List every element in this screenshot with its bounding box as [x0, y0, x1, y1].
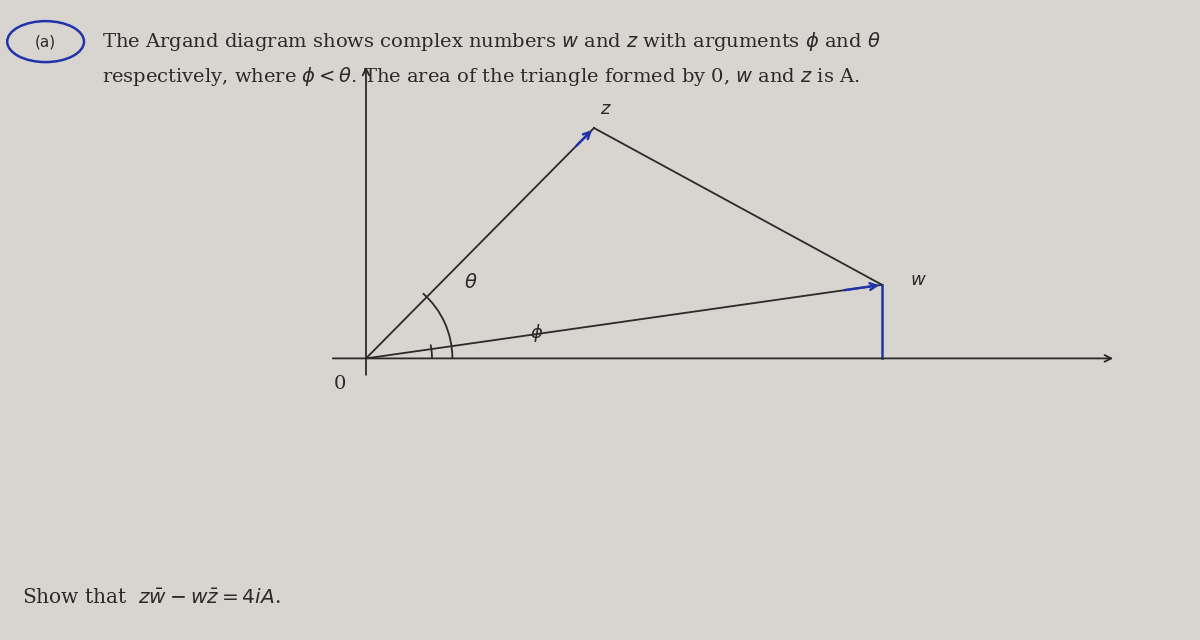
Text: respectively, where $\phi < \theta$. The area of the triangle formed by 0, $w$ a: respectively, where $\phi < \theta$. The…: [102, 65, 860, 88]
Text: Show that  $z\bar{w} - w\bar{z} = 4iA$.: Show that $z\bar{w} - w\bar{z} = 4iA$.: [22, 589, 280, 608]
Text: $z$: $z$: [600, 100, 612, 118]
Text: The Argand diagram shows complex numbers $w$ and $z$ with arguments $\phi$ and $: The Argand diagram shows complex numbers…: [102, 30, 881, 53]
Text: $\phi$: $\phi$: [530, 322, 544, 344]
Text: $\theta$: $\theta$: [464, 273, 478, 292]
Text: 0: 0: [334, 375, 346, 393]
Text: $w$: $w$: [910, 271, 926, 289]
Text: (a): (a): [35, 34, 56, 49]
